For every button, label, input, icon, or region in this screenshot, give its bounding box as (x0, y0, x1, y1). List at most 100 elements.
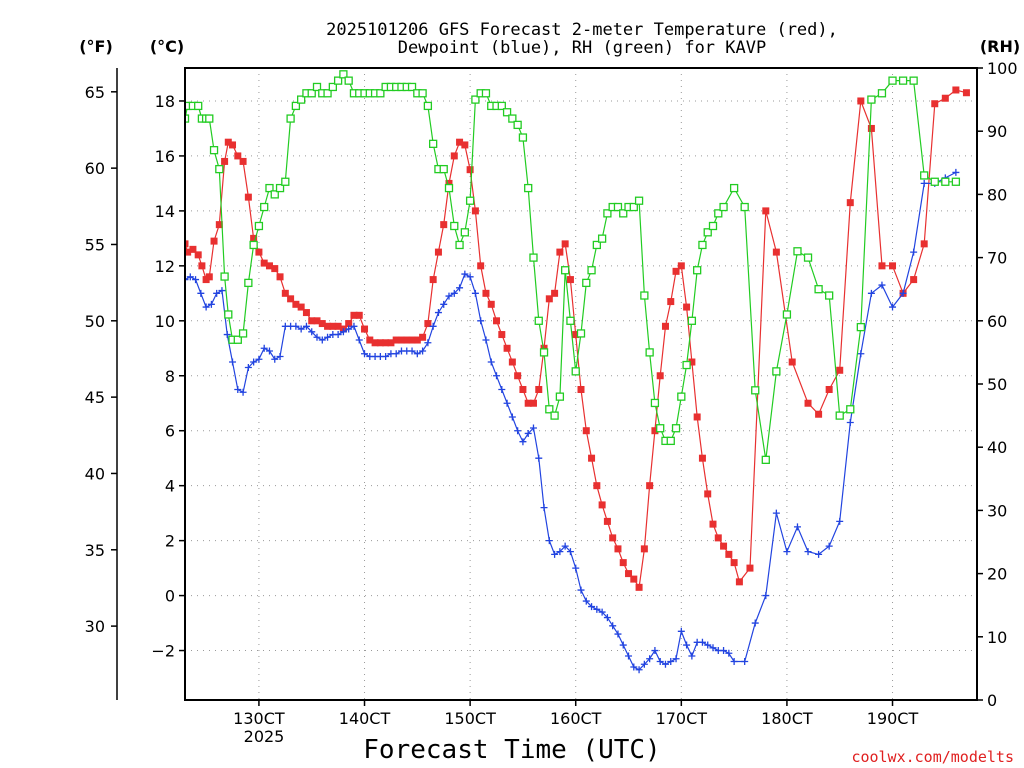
temperature-point (255, 248, 263, 256)
dewpoint-point (297, 325, 305, 333)
dewpoint-point (345, 325, 353, 333)
rh-point (555, 392, 565, 401)
temperature-point (376, 339, 384, 347)
temperature-point (593, 482, 601, 490)
dewpoint-point (440, 300, 448, 308)
rh-point (761, 455, 770, 464)
rh-point (772, 367, 781, 376)
temperature-point (429, 276, 437, 284)
temperature-point (482, 289, 490, 297)
dewpoint-point (704, 641, 712, 649)
temperature-point (804, 399, 812, 407)
temperature-point (276, 273, 284, 281)
temperature-point (609, 534, 617, 542)
temperature-point (324, 322, 332, 330)
fahrenheit-tick-label: 45 (85, 388, 105, 407)
dewpoint-point (630, 663, 638, 671)
dewpoint-point (667, 658, 675, 666)
rh-point (534, 316, 543, 325)
rh-point (312, 82, 322, 92)
time-tick-label: 180CT (761, 709, 813, 728)
temperature-point (920, 240, 928, 248)
rh-point (220, 272, 229, 281)
temperature-point (603, 517, 611, 525)
dewpoint-point (250, 358, 258, 366)
temperature-point (709, 520, 717, 528)
temperature-point (387, 339, 395, 347)
temperature-point (952, 86, 960, 94)
temperature-point (825, 385, 833, 393)
dewpoint-point (625, 652, 633, 660)
dewpoint-point (635, 666, 643, 674)
rh-point (740, 202, 749, 212)
temperature-point (250, 234, 258, 242)
temperature-point (260, 259, 268, 267)
dewpoint-point (857, 350, 865, 358)
temperature-point (582, 427, 590, 435)
dewpoint-point (223, 331, 231, 339)
temperature-point (704, 490, 712, 498)
dewpoint-point (292, 322, 300, 330)
plot-frame (184, 67, 978, 701)
dewpoint-point (308, 328, 316, 336)
rh-point (233, 335, 242, 344)
dewpoint-point (751, 619, 759, 627)
temperature-point (572, 331, 580, 339)
dewpoint-point (202, 303, 210, 311)
dewpoint-point (508, 413, 516, 421)
rh-point (729, 183, 739, 193)
dewpoint-point (461, 270, 469, 278)
temperature-point (635, 583, 643, 591)
celsius-tick-label: 0 (165, 587, 175, 606)
rh-point (260, 202, 269, 212)
temperature-point (450, 152, 458, 160)
dewpoint-point (593, 605, 601, 613)
temperature-point (210, 237, 218, 245)
temperature-point (456, 138, 464, 146)
temperature-point (651, 427, 659, 435)
temperature-point (355, 311, 363, 319)
dewpoint-point (255, 355, 263, 363)
rh-point (502, 108, 512, 117)
temperature-point (281, 289, 289, 297)
dewpoint-point (920, 179, 928, 187)
temperature-point (198, 262, 206, 270)
dewpoint-point (529, 424, 537, 432)
temperature-point (836, 366, 844, 374)
dewpoint-point (614, 630, 622, 638)
dewpoint-point (234, 385, 242, 393)
dewpoint-point (313, 333, 321, 341)
dewpoint-point (324, 333, 332, 341)
rh-point (333, 76, 343, 85)
time-tick-label: 160CT (550, 709, 602, 728)
rh-tick-label: 80 (987, 185, 1007, 204)
temperature-point (461, 141, 469, 149)
rh-series (185, 70, 961, 464)
rh-point (629, 202, 638, 212)
temperature-point (403, 336, 411, 344)
dewpoint-point (651, 647, 659, 655)
credit-text: coolwx.com/modelts (851, 748, 1014, 766)
rh-point (814, 285, 823, 294)
temperature-point (878, 262, 886, 270)
dewpoint-point (334, 331, 342, 339)
temperature-point (910, 276, 918, 284)
celsius-tick-label: 10 (155, 312, 175, 331)
dewpoint-point (318, 336, 326, 344)
temperature-point (730, 559, 738, 567)
rh-point (418, 89, 427, 98)
rh-tick-label: 20 (987, 565, 1007, 584)
rh-point (640, 291, 649, 300)
temperature-point (931, 100, 939, 108)
dewpoint-point (192, 276, 200, 284)
temperature-point (189, 245, 197, 253)
rh-point (209, 146, 219, 155)
rh-point (460, 228, 469, 237)
rh-point (597, 234, 607, 243)
fahrenheit-tick-label: 40 (85, 464, 105, 483)
rh-point (603, 209, 612, 218)
rh-point (297, 95, 306, 104)
rh-point (951, 177, 961, 186)
dewpoint-point (339, 328, 347, 336)
